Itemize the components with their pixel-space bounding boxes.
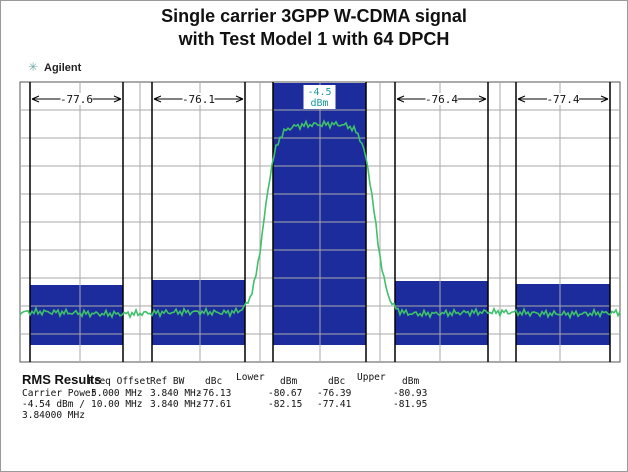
channel-label: -77.6 — [60, 93, 93, 106]
logo-icon: ✳ — [28, 60, 38, 74]
channel-label: -4.5 — [307, 87, 331, 98]
result-cell: 3.840 MHz — [150, 388, 201, 399]
result-cell: -77.41 — [317, 399, 352, 410]
arrow-head — [517, 95, 609, 103]
channel-label: -76.1 — [182, 93, 215, 106]
label-bg — [425, 93, 458, 105]
column-header: Freq Offset — [88, 376, 151, 387]
label-bg — [60, 93, 93, 105]
result-cell: -76.39 — [317, 388, 352, 399]
channel-label: -77.4 — [546, 93, 579, 106]
result-cell: 5.000 MHz — [91, 388, 142, 399]
result-cell: -80.67 — [268, 388, 302, 399]
column-header: dBm — [402, 376, 419, 387]
carrier-info: -4.54 dBm / — [22, 399, 85, 410]
result-cell: -81.95 — [393, 399, 427, 410]
arrow-head — [153, 95, 244, 103]
result-cell: 10.00 MHz — [91, 399, 142, 410]
channel-label: dBm — [310, 98, 328, 109]
result-cell: -82.15 — [268, 399, 302, 410]
results-table: RMS Results Freq Offset Ref BW dBc Lower dBm… — [22, 372, 427, 421]
title-line: with Test Model 1 with 64 DPCH — [178, 29, 450, 49]
label-bg — [547, 93, 579, 105]
results-title: RMS Results — [22, 372, 101, 387]
column-header: Ref BW — [150, 376, 185, 387]
result-cell: -77.61 — [197, 399, 232, 410]
title-line: Single carrier 3GPP W-CDMA signal — [161, 6, 467, 26]
column-header: dBc — [328, 376, 345, 387]
column-header: Upper — [357, 372, 386, 383]
carrier-info: 3.84000 MHz — [22, 410, 85, 421]
column-header: dBc — [205, 376, 222, 387]
channel-label: -76.4 — [425, 93, 458, 106]
column-header: Lower — [236, 372, 265, 383]
arrow-head — [396, 95, 487, 103]
carrier-info: Carrier Power — [22, 388, 97, 399]
brand: Agilent — [44, 62, 82, 74]
result-cell: 3.840 MHz — [150, 399, 201, 410]
result-cell: -80.93 — [393, 388, 427, 399]
trace — [19, 119, 621, 320]
column-header: dBm — [280, 376, 297, 387]
label-bg — [182, 93, 215, 105]
result-cell: -76.13 — [197, 388, 231, 399]
label-box — [303, 85, 336, 109]
arrow-head — [31, 95, 122, 103]
